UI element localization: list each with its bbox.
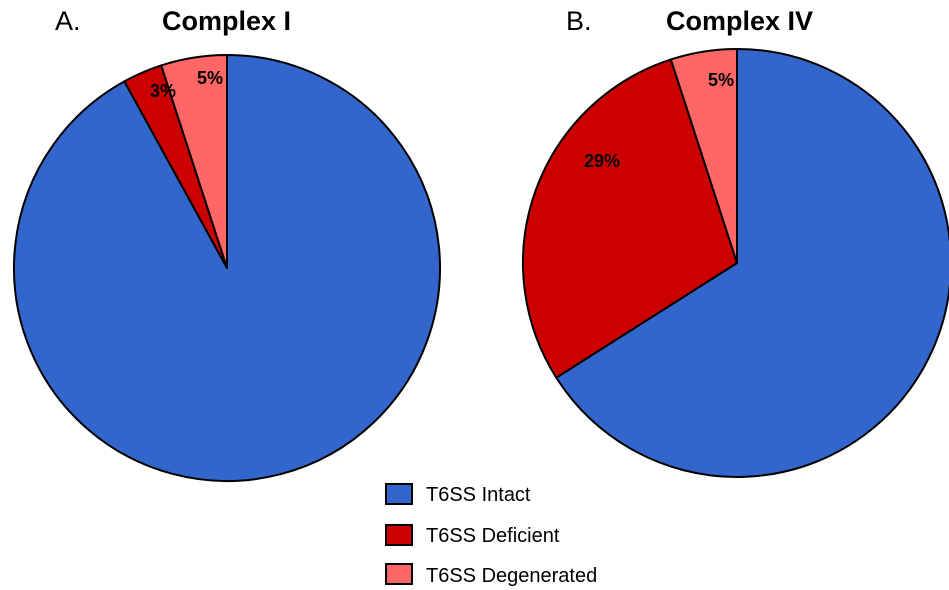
pie-slice-complex-iv-deficient — [522, 58, 738, 379]
slice-label-complex-i-deficient: 3% — [150, 81, 176, 101]
legend-swatch-intact — [385, 483, 413, 505]
pie-chart-complex-i: 3% 5% — [13, 54, 441, 482]
panel-a-title: Complex I — [162, 6, 291, 36]
panel-a-letter: A. — [55, 6, 81, 36]
pie-slice-complex-iv-intact — [555, 48, 949, 478]
panel-b-letter: B. — [566, 6, 592, 36]
slice-label-complex-iv-degenerated: 5% — [708, 70, 734, 90]
panel-b-title: Complex IV — [666, 6, 813, 36]
pie-chart-complex-iv: 29% 5% — [522, 48, 949, 478]
legend-swatch-degenerated — [385, 563, 413, 585]
slice-label-complex-iv-deficient: 29% — [584, 151, 620, 171]
legend-label-deficient: T6SS Deficient — [426, 525, 560, 547]
legend-swatch-deficient — [385, 524, 413, 546]
pie-slice-complex-i-degenerated — [160, 54, 228, 269]
pie-slice-complex-i-intact — [13, 54, 441, 482]
legend: T6SS Intact T6SS Deficient T6SS Degenera… — [385, 483, 597, 587]
legend-label-degenerated: T6SS Degenerated — [426, 565, 597, 587]
pie-slice-complex-iv-degenerated — [669, 48, 738, 264]
legend-label-intact: T6SS Intact — [426, 484, 531, 506]
slice-label-complex-i-degenerated: 5% — [197, 68, 223, 88]
